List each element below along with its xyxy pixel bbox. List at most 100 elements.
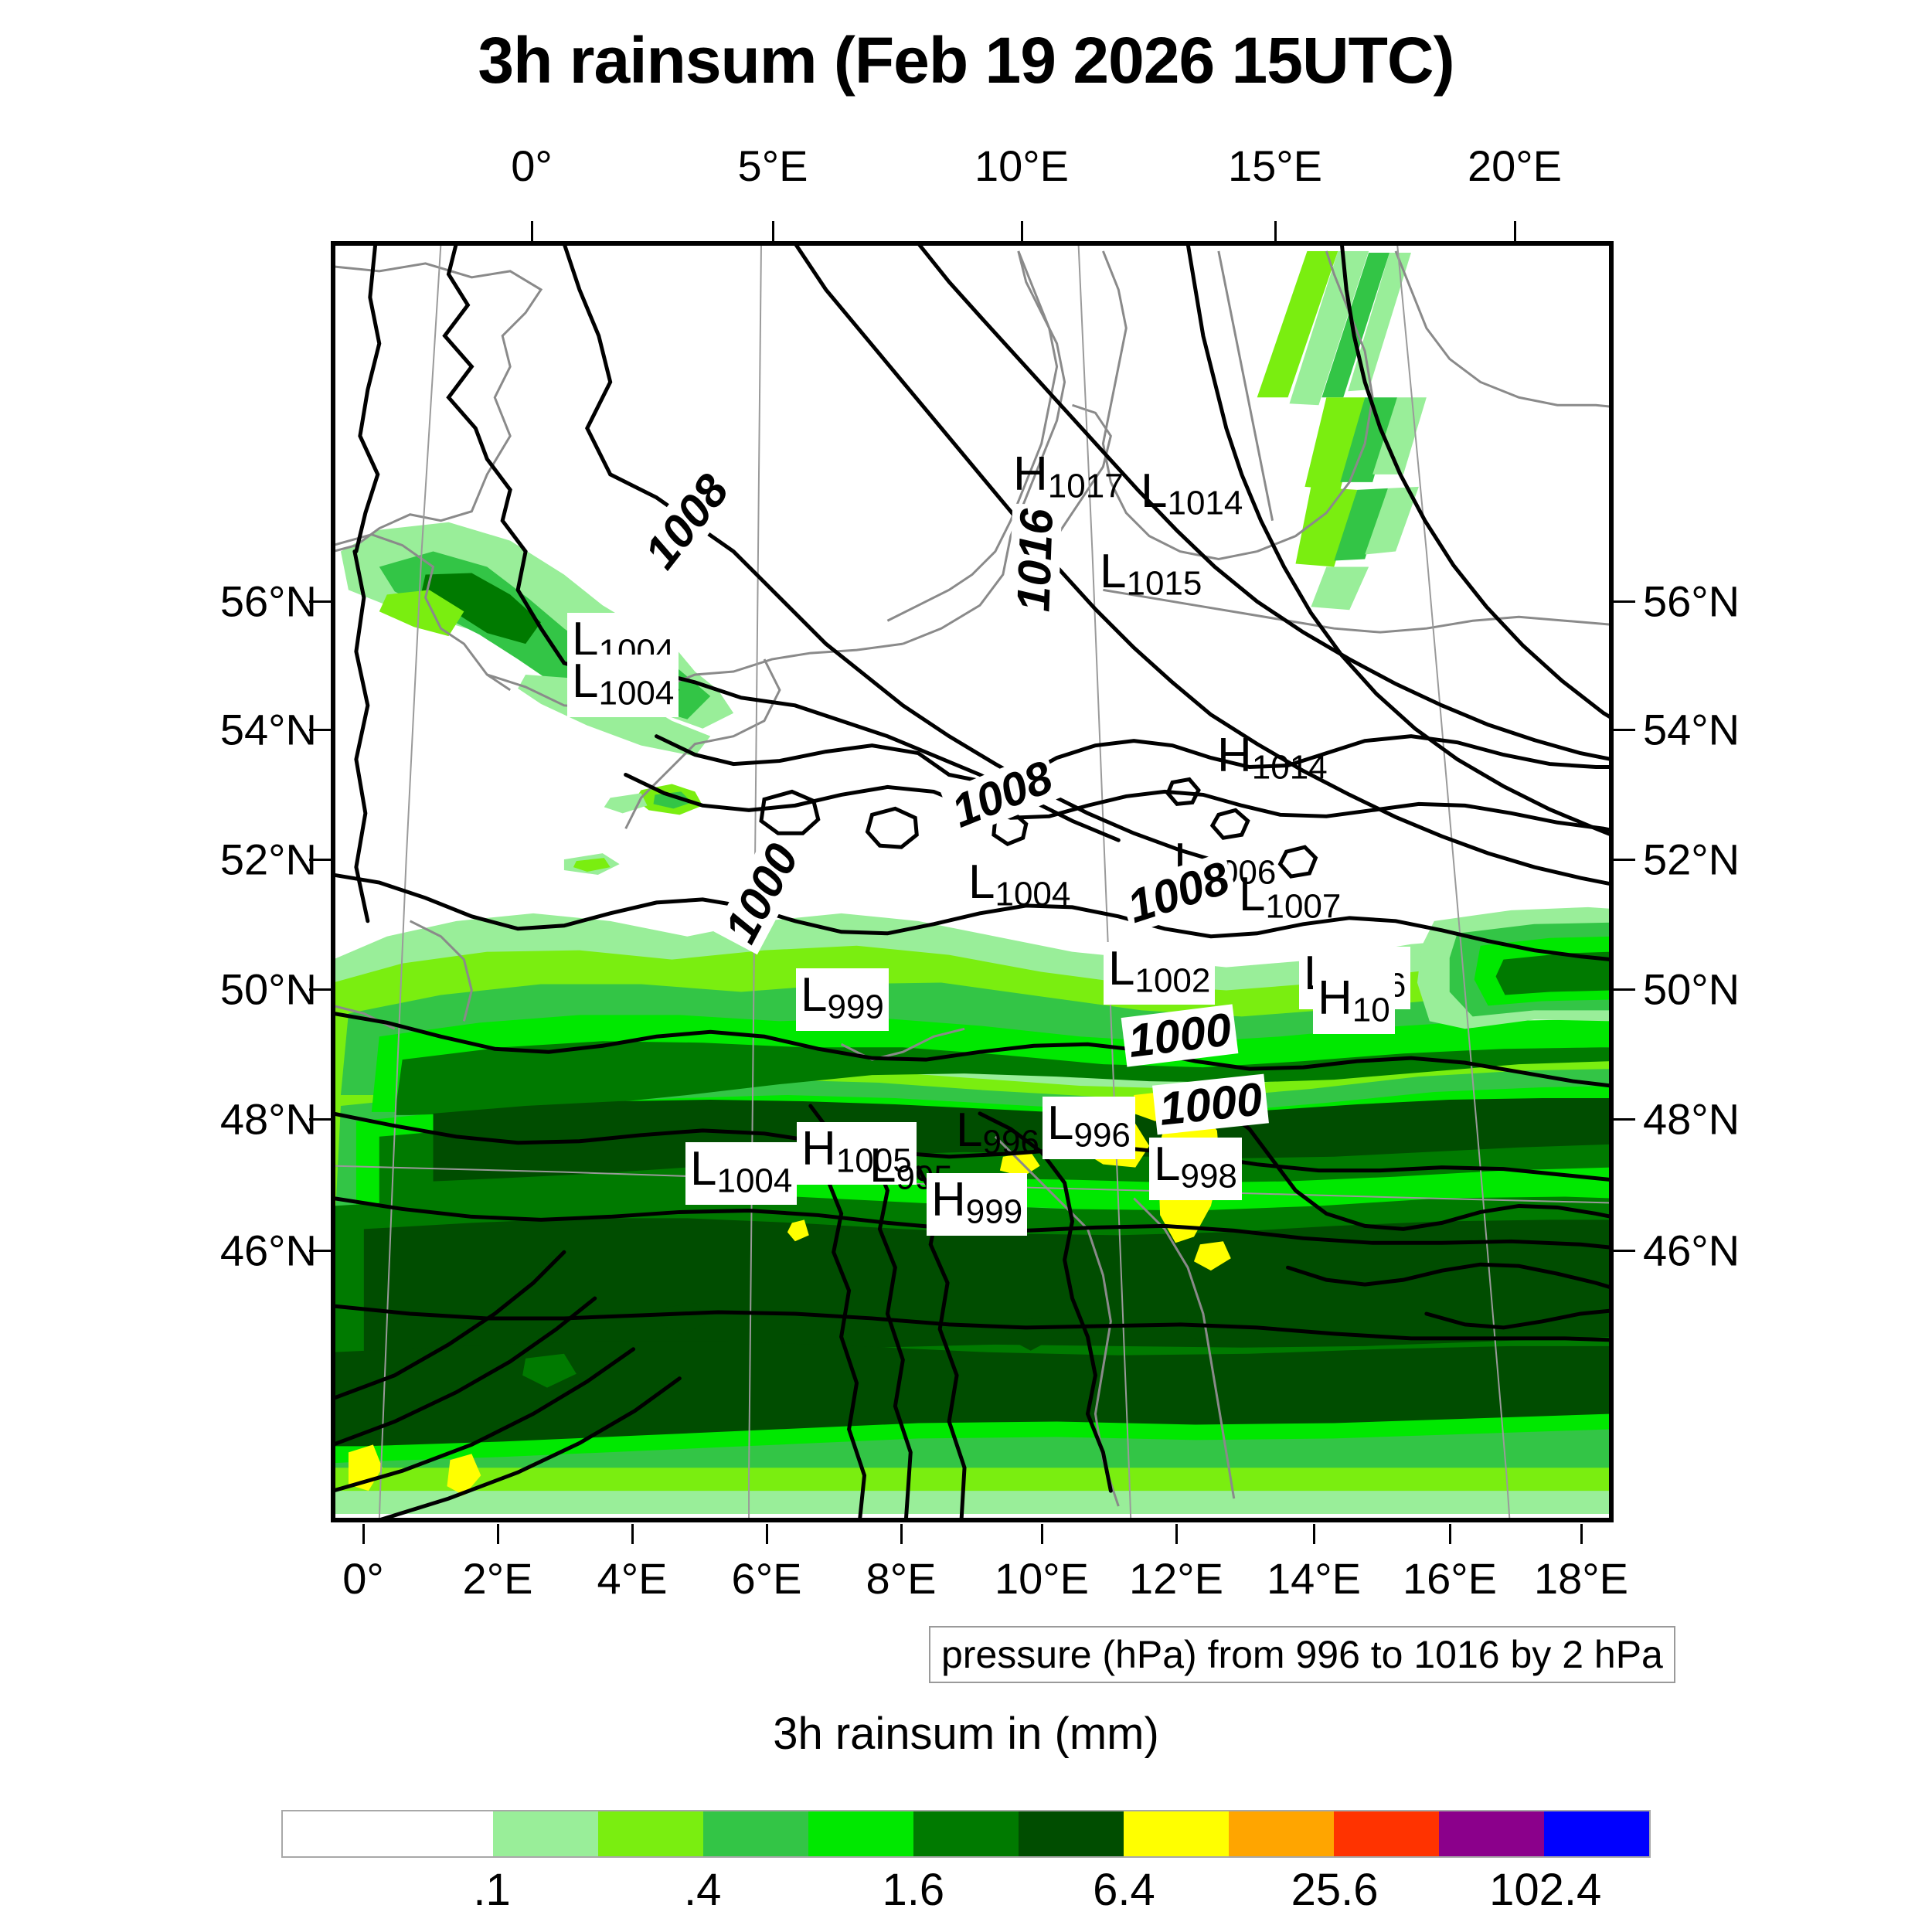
extremum-value: 998 — [1180, 1157, 1237, 1196]
tick-left-2: 52°N — [219, 835, 317, 884]
tickmark-top-3 — [1274, 221, 1277, 241]
tick-top-4: 20°E — [1467, 141, 1563, 190]
tick-bottom-7: 14°E — [1266, 1554, 1362, 1603]
tick-left-0: 56°N — [219, 577, 317, 626]
tick-right-1: 54°N — [1643, 705, 1740, 754]
tickmark-bottom-2 — [631, 1524, 634, 1544]
tick-bottom-6: 12°E — [1128, 1554, 1224, 1603]
tickmark-top-0 — [531, 221, 533, 241]
pressure-legend-note: pressure (hPa) from 996 to 1016 by 2 hPa — [929, 1626, 1675, 1683]
pressure-extremum-h-14: H1005 — [797, 1122, 917, 1185]
extremum-type: H — [801, 1122, 836, 1175]
tick-bottom-8: 16°E — [1402, 1554, 1498, 1603]
tickmark-bottom-4 — [900, 1524, 903, 1544]
pressure-extremum-l-13: L1004 — [685, 1142, 798, 1205]
extremum-type: H — [1217, 729, 1252, 782]
tick-right-0: 56°N — [1643, 577, 1740, 626]
extremum-value: 1015 — [1126, 564, 1202, 603]
colorbar-cell-12 — [1544, 1811, 1649, 1856]
tickmark-bottom-7 — [1313, 1524, 1315, 1544]
tickmark-top-1 — [772, 221, 774, 241]
tick-right-4: 48°N — [1643, 1094, 1740, 1144]
pressure-extremum-l-9: L1002 — [1104, 942, 1216, 1005]
pressure-extremum-l-12: L999 — [796, 968, 889, 1031]
pressure-extremum-l-18: L996 — [1043, 1097, 1135, 1159]
tick-left-4: 48°N — [219, 1094, 317, 1144]
map-plot-area[interactable]: H1017 L1014 L1015 H1014 L1004 L1004 L1004 L1006… — [331, 241, 1614, 1522]
pressure-extremum-l-5: L1004 — [567, 655, 679, 717]
tickmark-bottom-3 — [766, 1524, 768, 1544]
tick-top-2: 10°E — [974, 141, 1070, 190]
extremum-value: 996 — [1073, 1116, 1131, 1155]
colorbar-cell-11 — [1439, 1811, 1544, 1856]
tick-top-1: 5°E — [737, 141, 808, 190]
tickmark-bottom-0 — [362, 1524, 365, 1544]
colorbar-cell-3 — [598, 1811, 703, 1856]
tickmark-bottom-6 — [1175, 1524, 1178, 1544]
pressure-extremum-h-3: H1014 — [1217, 732, 1328, 785]
coastlines — [333, 250, 1611, 1507]
colorbar-label-0: .1 — [473, 1865, 511, 1915]
tick-right-5: 46°N — [1643, 1226, 1740, 1275]
colorbar-label-2: 1.6 — [882, 1865, 945, 1915]
pressure-extremum-l-6: L1004 — [968, 859, 1070, 912]
extremum-type: H — [931, 1173, 966, 1226]
tickmark-right-0 — [1614, 600, 1635, 603]
extremum-value: 1004 — [995, 875, 1071, 913]
tick-bottom-2: 4°E — [597, 1554, 668, 1603]
extremum-value: 999 — [965, 1192, 1023, 1231]
colorbar-cell-1 — [388, 1811, 493, 1856]
extremum-value: 1014 — [1251, 748, 1328, 787]
tick-top-0: 0° — [511, 141, 553, 190]
tickmark-left-4 — [309, 1118, 331, 1121]
extremum-type: L — [690, 1142, 717, 1196]
extremum-type: L — [956, 1104, 983, 1157]
colorbar-cell-6 — [913, 1811, 1019, 1856]
extremum-type: L — [1100, 545, 1127, 598]
precip-shading — [333, 250, 1611, 1515]
colorbar[interactable] — [281, 1810, 1651, 1858]
extremum-value: 1004 — [716, 1162, 793, 1200]
pressure-extremum-l-17: L996 — [956, 1107, 1039, 1160]
extremum-value: 1002 — [1134, 961, 1211, 1000]
tick-left-3: 50°N — [219, 964, 317, 1014]
extremum-value: 1005 — [835, 1141, 912, 1180]
extremum-type: L — [801, 968, 828, 1022]
pressure-extremum-l-2: L1015 — [1100, 548, 1202, 601]
tickmark-right-4 — [1614, 1118, 1635, 1121]
extremum-type: H — [1318, 971, 1352, 1025]
colorbar-cell-4 — [703, 1811, 808, 1856]
colorbar-label-3: 6.4 — [1093, 1865, 1155, 1915]
extremum-type: H — [1013, 447, 1048, 501]
tickmark-left-3 — [309, 988, 331, 991]
pressure-extremum-h-0: H1017 — [1013, 451, 1124, 504]
extremum-value: 1004 — [598, 674, 675, 713]
extremum-type: L — [1108, 942, 1135, 995]
tickmark-top-2 — [1021, 221, 1023, 241]
extremum-value: 999 — [827, 988, 884, 1026]
tickmark-right-3 — [1614, 988, 1635, 991]
map-canvas — [333, 243, 1611, 1520]
pressure-extremum-h-11: H10 — [1313, 971, 1395, 1034]
extremum-value: 1007 — [1265, 887, 1342, 926]
extremum-type: L — [1141, 464, 1168, 518]
tickmark-left-0 — [309, 600, 331, 603]
extremum-type: L — [1239, 868, 1266, 921]
tickmark-bottom-9 — [1580, 1524, 1583, 1544]
tickmark-right-2 — [1614, 859, 1635, 861]
colorbar-cell-2 — [493, 1811, 598, 1856]
tick-top-3: 15°E — [1227, 141, 1323, 190]
extremum-type: L — [572, 655, 599, 708]
tick-bottom-3: 6°E — [731, 1554, 802, 1603]
tick-bottom-0: 0° — [342, 1554, 384, 1603]
extremum-value: 996 — [982, 1123, 1039, 1162]
tickmark-left-1 — [309, 729, 331, 731]
tick-left-1: 54°N — [219, 705, 317, 754]
tickmark-left-2 — [309, 859, 331, 861]
pressure-extremum-l-8: L1007 — [1239, 871, 1341, 924]
colorbar-cell-5 — [808, 1811, 913, 1856]
extremum-type: L — [968, 855, 995, 909]
tick-right-2: 52°N — [1643, 835, 1740, 884]
tickmark-bottom-5 — [1041, 1524, 1043, 1544]
tick-bottom-4: 8°E — [866, 1554, 937, 1603]
